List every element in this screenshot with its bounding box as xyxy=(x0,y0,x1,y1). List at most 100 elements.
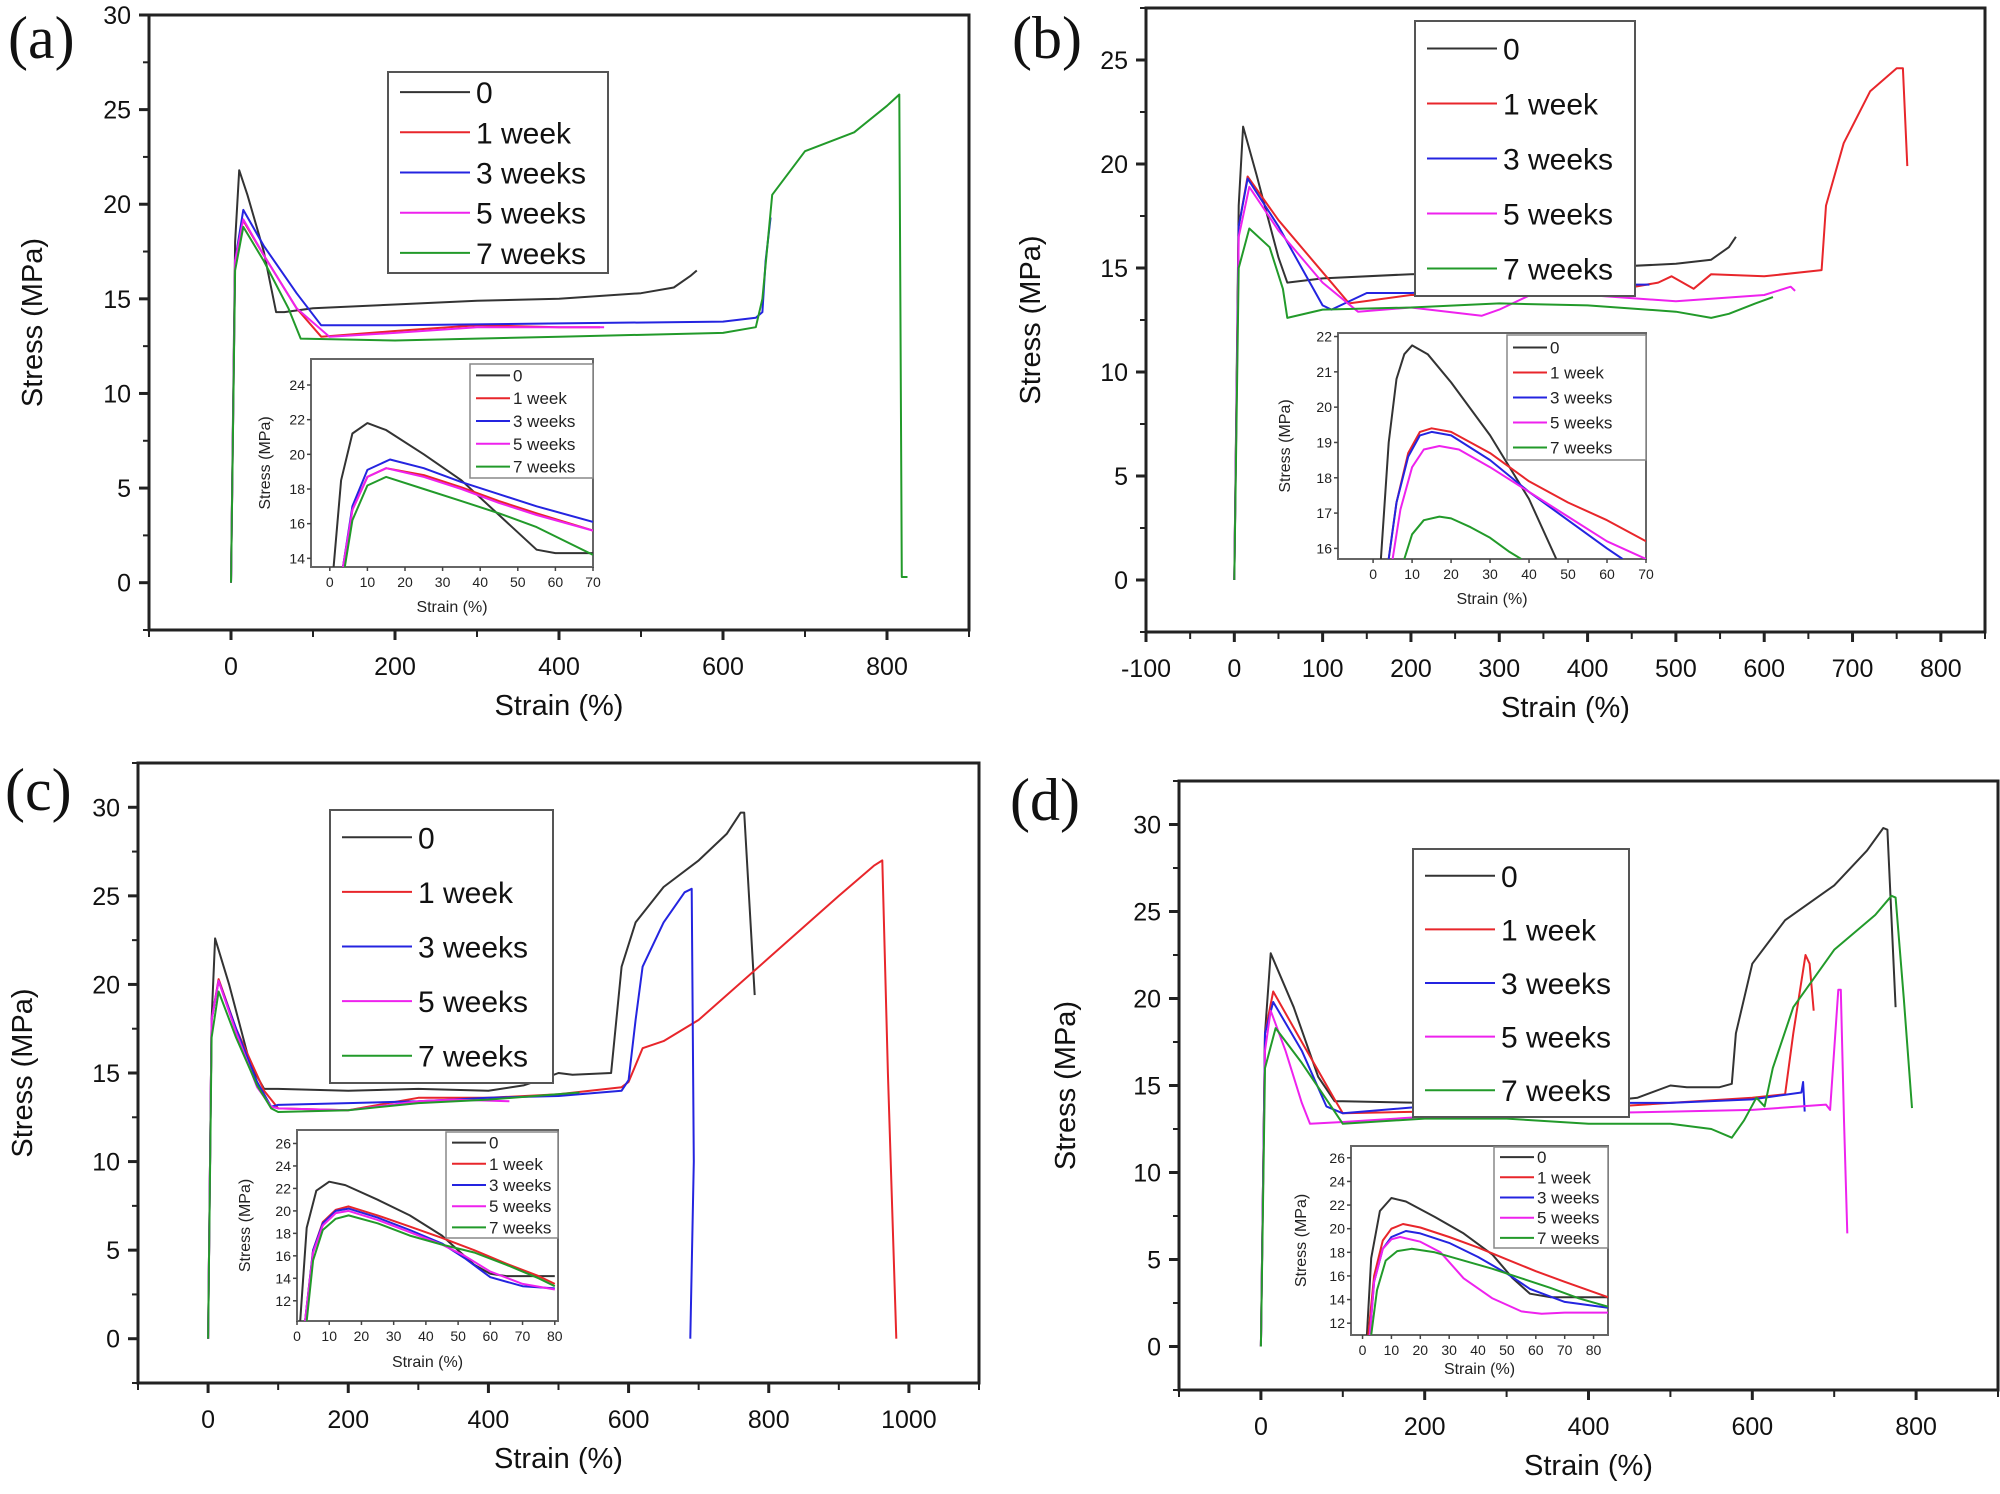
inset-series-group xyxy=(332,422,593,567)
legend-label: 5 weeks xyxy=(1501,1022,1611,1055)
y-tick-label: 15 xyxy=(1133,1073,1161,1101)
x-tick-label: 200 xyxy=(1404,1413,1446,1441)
series-line-1-week xyxy=(1233,67,1909,581)
inset-y-tick-label: 20 xyxy=(1329,1221,1345,1237)
inset-y-tick-label: 24 xyxy=(289,377,305,393)
inset-series-line-7-weeks xyxy=(1403,515,1522,559)
inset-series-line-5-weeks xyxy=(1391,445,1646,559)
x-tick-label: 0 xyxy=(201,1406,215,1434)
y-tick-label: 10 xyxy=(92,1149,120,1177)
y-tick-label: 5 xyxy=(117,475,131,503)
y-tick-label: 15 xyxy=(92,1060,120,1088)
x-tick-label: 800 xyxy=(866,653,908,681)
inset-x-tick-label: 20 xyxy=(1443,566,1459,582)
inset-y-tick-label: 12 xyxy=(275,1293,291,1309)
inset-x-tick-label: 80 xyxy=(547,1328,563,1344)
inset-x-tick-label: 20 xyxy=(397,574,413,590)
inset-y-axis-title: Stress (MPa) xyxy=(257,416,274,509)
x-tick-label: 0 xyxy=(1254,1413,1268,1441)
y-tick-label: 0 xyxy=(1114,567,1128,595)
inset-legend-label: 0 xyxy=(513,366,522,385)
y-tick-label: 5 xyxy=(106,1237,120,1265)
inset-series-line-7-weeks xyxy=(305,1214,556,1321)
inset-y-axis-title: Stress (MPa) xyxy=(237,1179,254,1272)
legend-label: 5 weeks xyxy=(418,986,528,1019)
series-line-0 xyxy=(1259,827,1897,1347)
inset-x-tick-label: 40 xyxy=(472,574,488,590)
inset-x-tick-label: 80 xyxy=(1586,1342,1602,1358)
inset-x-axis-title: Strain (%) xyxy=(416,599,487,616)
series-line-0 xyxy=(1233,125,1737,581)
x-tick-label: 400 xyxy=(538,653,580,681)
inset: 14 16 18 20 22 24 0 10 20 30 40 50 60 70 Strain (%) Str… xyxy=(257,358,601,616)
inset-legend-label: 3 weeks xyxy=(1537,1189,1599,1208)
inset-y-tick-label: 20 xyxy=(275,1203,291,1219)
y-tick-label: 20 xyxy=(92,971,120,999)
inset-y-axis-title: Stress (MPa) xyxy=(1293,1194,1310,1287)
inset: 12 14 16 18 20 22 24 26 0 10 20 30 40 50 60 70 80 Strain … xyxy=(1293,1145,1609,1378)
legend: 0 1 week 3 weeks 5 weeks 7 weeks xyxy=(329,809,554,1084)
x-tick-label: 400 xyxy=(1568,1413,1610,1441)
inset-legend-label: 5 weeks xyxy=(1537,1209,1599,1228)
series-line-7-weeks xyxy=(230,93,908,583)
y-tick-label: 0 xyxy=(106,1326,120,1354)
inset-x-tick-label: 40 xyxy=(418,1328,434,1344)
inset-legend-label: 3 weeks xyxy=(1550,389,1612,408)
inset-legend-label: 1 week xyxy=(489,1155,543,1174)
series-line-1-week xyxy=(207,859,898,1339)
inset-x-tick-label: 70 xyxy=(585,574,601,590)
inset-legend-label: 1 week xyxy=(1550,364,1604,383)
legend-label: 1 week xyxy=(476,117,572,150)
inset-y-tick-label: 26 xyxy=(1329,1150,1345,1166)
inset-x-tick-label: 10 xyxy=(1384,1342,1400,1358)
inset: 16 17 18 19 20 21 22 0 10 20 30 40 50 60 70 Strain (%) S… xyxy=(1277,329,1654,608)
inset-series-line-0 xyxy=(299,1180,555,1321)
inset-series-line-0 xyxy=(1365,1197,1608,1335)
inset-y-tick-label: 22 xyxy=(275,1180,291,1196)
inset-legend-label: 5 weeks xyxy=(513,435,575,454)
inset-y-tick-label: 12 xyxy=(1329,1315,1345,1331)
x-tick-label: 200 xyxy=(327,1406,369,1434)
inset-series-group xyxy=(1365,1197,1608,1335)
legend-label: 1 week xyxy=(1503,89,1599,122)
legend-label: 3 weeks xyxy=(1503,144,1613,177)
inset-x-tick-label: 10 xyxy=(1404,566,1420,582)
inset-x-tick-label: 60 xyxy=(1528,1342,1544,1358)
y-tick-label: 30 xyxy=(1133,812,1161,840)
x-tick-label: 600 xyxy=(608,1406,650,1434)
inset-x-tick-label: 70 xyxy=(515,1328,531,1344)
x-tick-label: 200 xyxy=(374,653,416,681)
inset-x-axis-title: Strain (%) xyxy=(1444,1361,1515,1378)
inset-y-tick-label: 24 xyxy=(275,1158,291,1174)
inset-y-tick-label: 22 xyxy=(1329,1197,1345,1213)
panel-label: (d) xyxy=(1010,767,1080,833)
inset-y-tick-label: 22 xyxy=(1316,329,1332,345)
inset-legend-label: 7 weeks xyxy=(1550,439,1612,458)
inset-x-tick-label: 70 xyxy=(1557,1342,1573,1358)
y-tick-label: 10 xyxy=(1100,359,1128,387)
inset-legend-label: 7 weeks xyxy=(513,458,575,477)
panel-label: (c) xyxy=(5,757,72,823)
legend-label: 7 weeks xyxy=(1501,1075,1611,1108)
series-line-0 xyxy=(230,169,698,583)
inset-y-axis-title: Stress (MPa) xyxy=(1277,399,1294,492)
inset-y-tick-label: 26 xyxy=(275,1135,291,1151)
inset-x-tick-label: 20 xyxy=(354,1328,370,1344)
legend-label: 3 weeks xyxy=(476,158,586,191)
inset-series-line-3-weeks xyxy=(342,458,593,567)
y-tick-label: 20 xyxy=(1100,151,1128,179)
x-tick-label: 600 xyxy=(702,653,744,681)
y-tick-label: 15 xyxy=(103,286,131,314)
inset-x-tick-label: 50 xyxy=(1499,1342,1515,1358)
panel-label: (b) xyxy=(1012,5,1082,71)
y-tick-label: 0 xyxy=(117,570,131,598)
x-tick-label: 400 xyxy=(468,1406,510,1434)
y-tick-label: 25 xyxy=(1133,899,1161,927)
y-tick-label: 30 xyxy=(92,794,120,822)
inset-x-tick-label: 30 xyxy=(1441,1342,1457,1358)
inset-x-tick-label: 0 xyxy=(326,574,334,590)
y-tick-label: 25 xyxy=(103,97,131,125)
